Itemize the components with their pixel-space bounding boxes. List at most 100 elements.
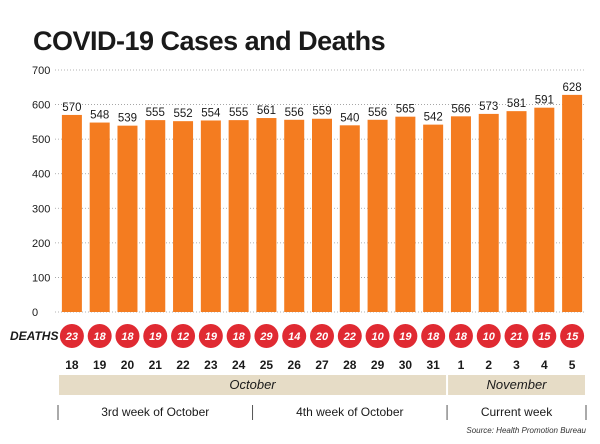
deaths-row: 23 18 18 19 12 19 18 29 14 20 22 10 19 18 18 10 21 15 15 xyxy=(59,324,585,348)
chart-title: COVID-19 Cases and Deaths xyxy=(33,26,385,56)
bar xyxy=(506,111,527,312)
month-label: November xyxy=(487,377,548,392)
bar-value-label: 548 xyxy=(90,110,109,122)
bar xyxy=(367,119,388,312)
week-label: 4th week of October xyxy=(296,405,403,419)
deaths-row-label: DEATHS xyxy=(10,329,58,343)
x-tick-label: 22 xyxy=(176,358,190,372)
bar-value-label: 559 xyxy=(312,106,331,118)
death-circle xyxy=(560,324,585,348)
bar xyxy=(173,121,194,312)
y-tick-label: 500 xyxy=(32,134,50,146)
source-note: Source: Health Promotion Bureau xyxy=(466,426,586,435)
y-tick-label: 600 xyxy=(32,100,50,112)
death-count-label: 18 xyxy=(121,331,134,343)
bar-value-label: 552 xyxy=(173,108,192,120)
x-tick-label: 30 xyxy=(399,358,413,372)
death-circle xyxy=(310,324,334,348)
death-count-label: 15 xyxy=(566,331,579,343)
bar xyxy=(395,116,416,313)
death-count-label: 23 xyxy=(65,331,78,343)
bar xyxy=(256,118,277,312)
x-tick-label: 1 xyxy=(458,358,465,372)
death-count-label: 22 xyxy=(343,331,356,343)
x-axis-ticks: 18 19 20 21 22 23 24 25 26 27 28 29 30 31 1 2 3 4 5 xyxy=(65,358,576,372)
bar-value-label: 556 xyxy=(368,107,387,119)
bar-value-label: 554 xyxy=(201,107,221,119)
bar xyxy=(145,120,166,312)
x-tick-label: 3 xyxy=(513,358,520,372)
bar-value-label: 542 xyxy=(424,112,443,124)
week-label: 3rd week of October xyxy=(101,405,209,419)
y-tick-label: 0 xyxy=(32,307,38,319)
y-tick-label: 700 xyxy=(32,65,50,77)
y-tick-label: 200 xyxy=(32,238,50,250)
bar-value-label: 561 xyxy=(257,105,276,117)
death-circle xyxy=(365,324,390,348)
week-labels: 3rd week of October 4th week of October Cu… xyxy=(57,405,587,420)
bar xyxy=(312,118,332,312)
bar xyxy=(284,119,305,312)
bar-value-label: 581 xyxy=(507,98,526,110)
month-band xyxy=(59,375,447,395)
week-label: Current week xyxy=(481,405,553,419)
x-tick-label: 24 xyxy=(232,358,246,372)
death-count-label: 21 xyxy=(509,331,522,343)
y-tick-label: 400 xyxy=(32,169,50,181)
bar-value-label: 565 xyxy=(396,104,415,116)
death-circle xyxy=(59,324,84,348)
y-tick-label: 100 xyxy=(32,272,50,284)
bar xyxy=(423,124,444,312)
bar xyxy=(61,114,82,312)
death-count-label: 29 xyxy=(259,331,273,343)
x-tick-label: 4 xyxy=(541,358,548,372)
x-tick-label: 27 xyxy=(315,358,329,372)
death-count-label: 20 xyxy=(315,331,329,343)
month-label: October xyxy=(229,377,276,392)
death-count-label: 18 xyxy=(94,331,107,343)
x-tick-label: 31 xyxy=(426,358,440,372)
bar xyxy=(450,116,471,312)
death-circle xyxy=(254,324,279,348)
x-tick-label: 5 xyxy=(569,358,576,372)
death-circle xyxy=(337,324,362,348)
death-circle xyxy=(421,324,446,348)
bar xyxy=(200,120,221,312)
death-count-label: 18 xyxy=(455,331,468,343)
bar xyxy=(117,125,138,312)
death-circle xyxy=(282,324,307,348)
x-tick-label: 23 xyxy=(204,358,218,372)
x-tick-label: 26 xyxy=(288,358,302,372)
death-circle xyxy=(143,324,168,348)
value-labels: 570 548 539 555 552 554 555 561 556 559 540 556 565 5… xyxy=(62,82,581,125)
bar-value-label: 570 xyxy=(62,102,81,114)
bars xyxy=(61,94,583,313)
bar xyxy=(89,122,110,312)
x-tick-label: 29 xyxy=(371,358,385,372)
x-tick-label: 21 xyxy=(149,358,163,372)
death-count-label: 19 xyxy=(205,331,218,343)
bar xyxy=(562,94,583,313)
bar-value-label: 573 xyxy=(479,101,498,113)
bar-value-label: 556 xyxy=(285,107,304,119)
death-circle xyxy=(171,324,196,348)
x-tick-label: 25 xyxy=(260,358,274,372)
death-count-label: 18 xyxy=(427,331,440,343)
bar-value-label: 628 xyxy=(563,82,582,94)
death-circle xyxy=(504,324,529,348)
x-tick-label: 18 xyxy=(65,358,79,372)
death-circle xyxy=(448,324,473,348)
bar-value-label: 555 xyxy=(146,107,165,119)
month-bands: October November xyxy=(59,375,585,395)
month-band xyxy=(448,375,585,395)
x-tick-label: 28 xyxy=(343,358,357,372)
death-circle xyxy=(476,324,501,348)
death-count-label: 10 xyxy=(483,331,496,343)
death-count-label: 10 xyxy=(371,331,384,343)
x-tick-label: 19 xyxy=(93,358,107,372)
bar xyxy=(478,113,499,312)
x-tick-label: 20 xyxy=(121,358,135,372)
death-circle xyxy=(198,324,223,348)
bar xyxy=(228,120,249,312)
